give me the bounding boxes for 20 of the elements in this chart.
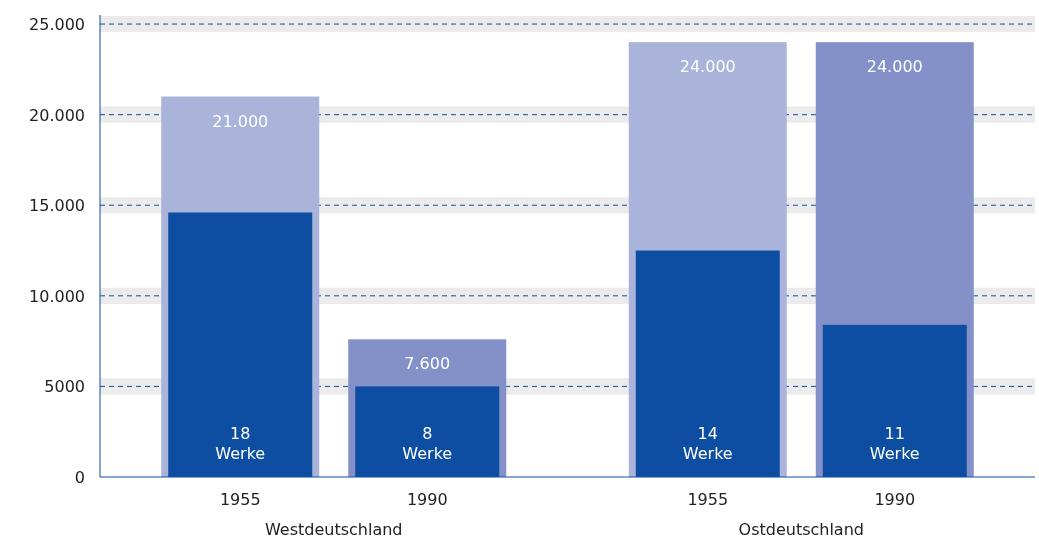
annotation: 14 Werke [682, 424, 733, 463]
x-tick-label: 1955 [687, 490, 729, 509]
y-tick-label: 10.000 [29, 286, 85, 306]
data-label: 24.000 [679, 57, 736, 77]
y-tick-label: 0 [74, 468, 85, 487]
y-tick-label: 15.000 [29, 196, 85, 216]
x-tick-label: 1990 [406, 490, 448, 509]
y-tick-label: 5000 [44, 377, 85, 397]
x-tick-label: 1990 [874, 490, 916, 509]
data-label: 21.000 [212, 111, 269, 131]
data-label: 24.000 [866, 57, 923, 77]
annotation: 18 Werke [215, 424, 266, 463]
y-tick-label: 25.000 [29, 15, 85, 35]
text: Westdeutschland [264, 520, 403, 539]
annotation: 11 Werke [869, 424, 920, 463]
annotation: 8 Werke [402, 424, 453, 463]
y-tick-label: 20.000 [29, 105, 85, 125]
text: Ostdeutschland [738, 520, 864, 539]
x-tick-label: 1955 [219, 490, 261, 509]
data-label: 7.600 [404, 354, 451, 374]
